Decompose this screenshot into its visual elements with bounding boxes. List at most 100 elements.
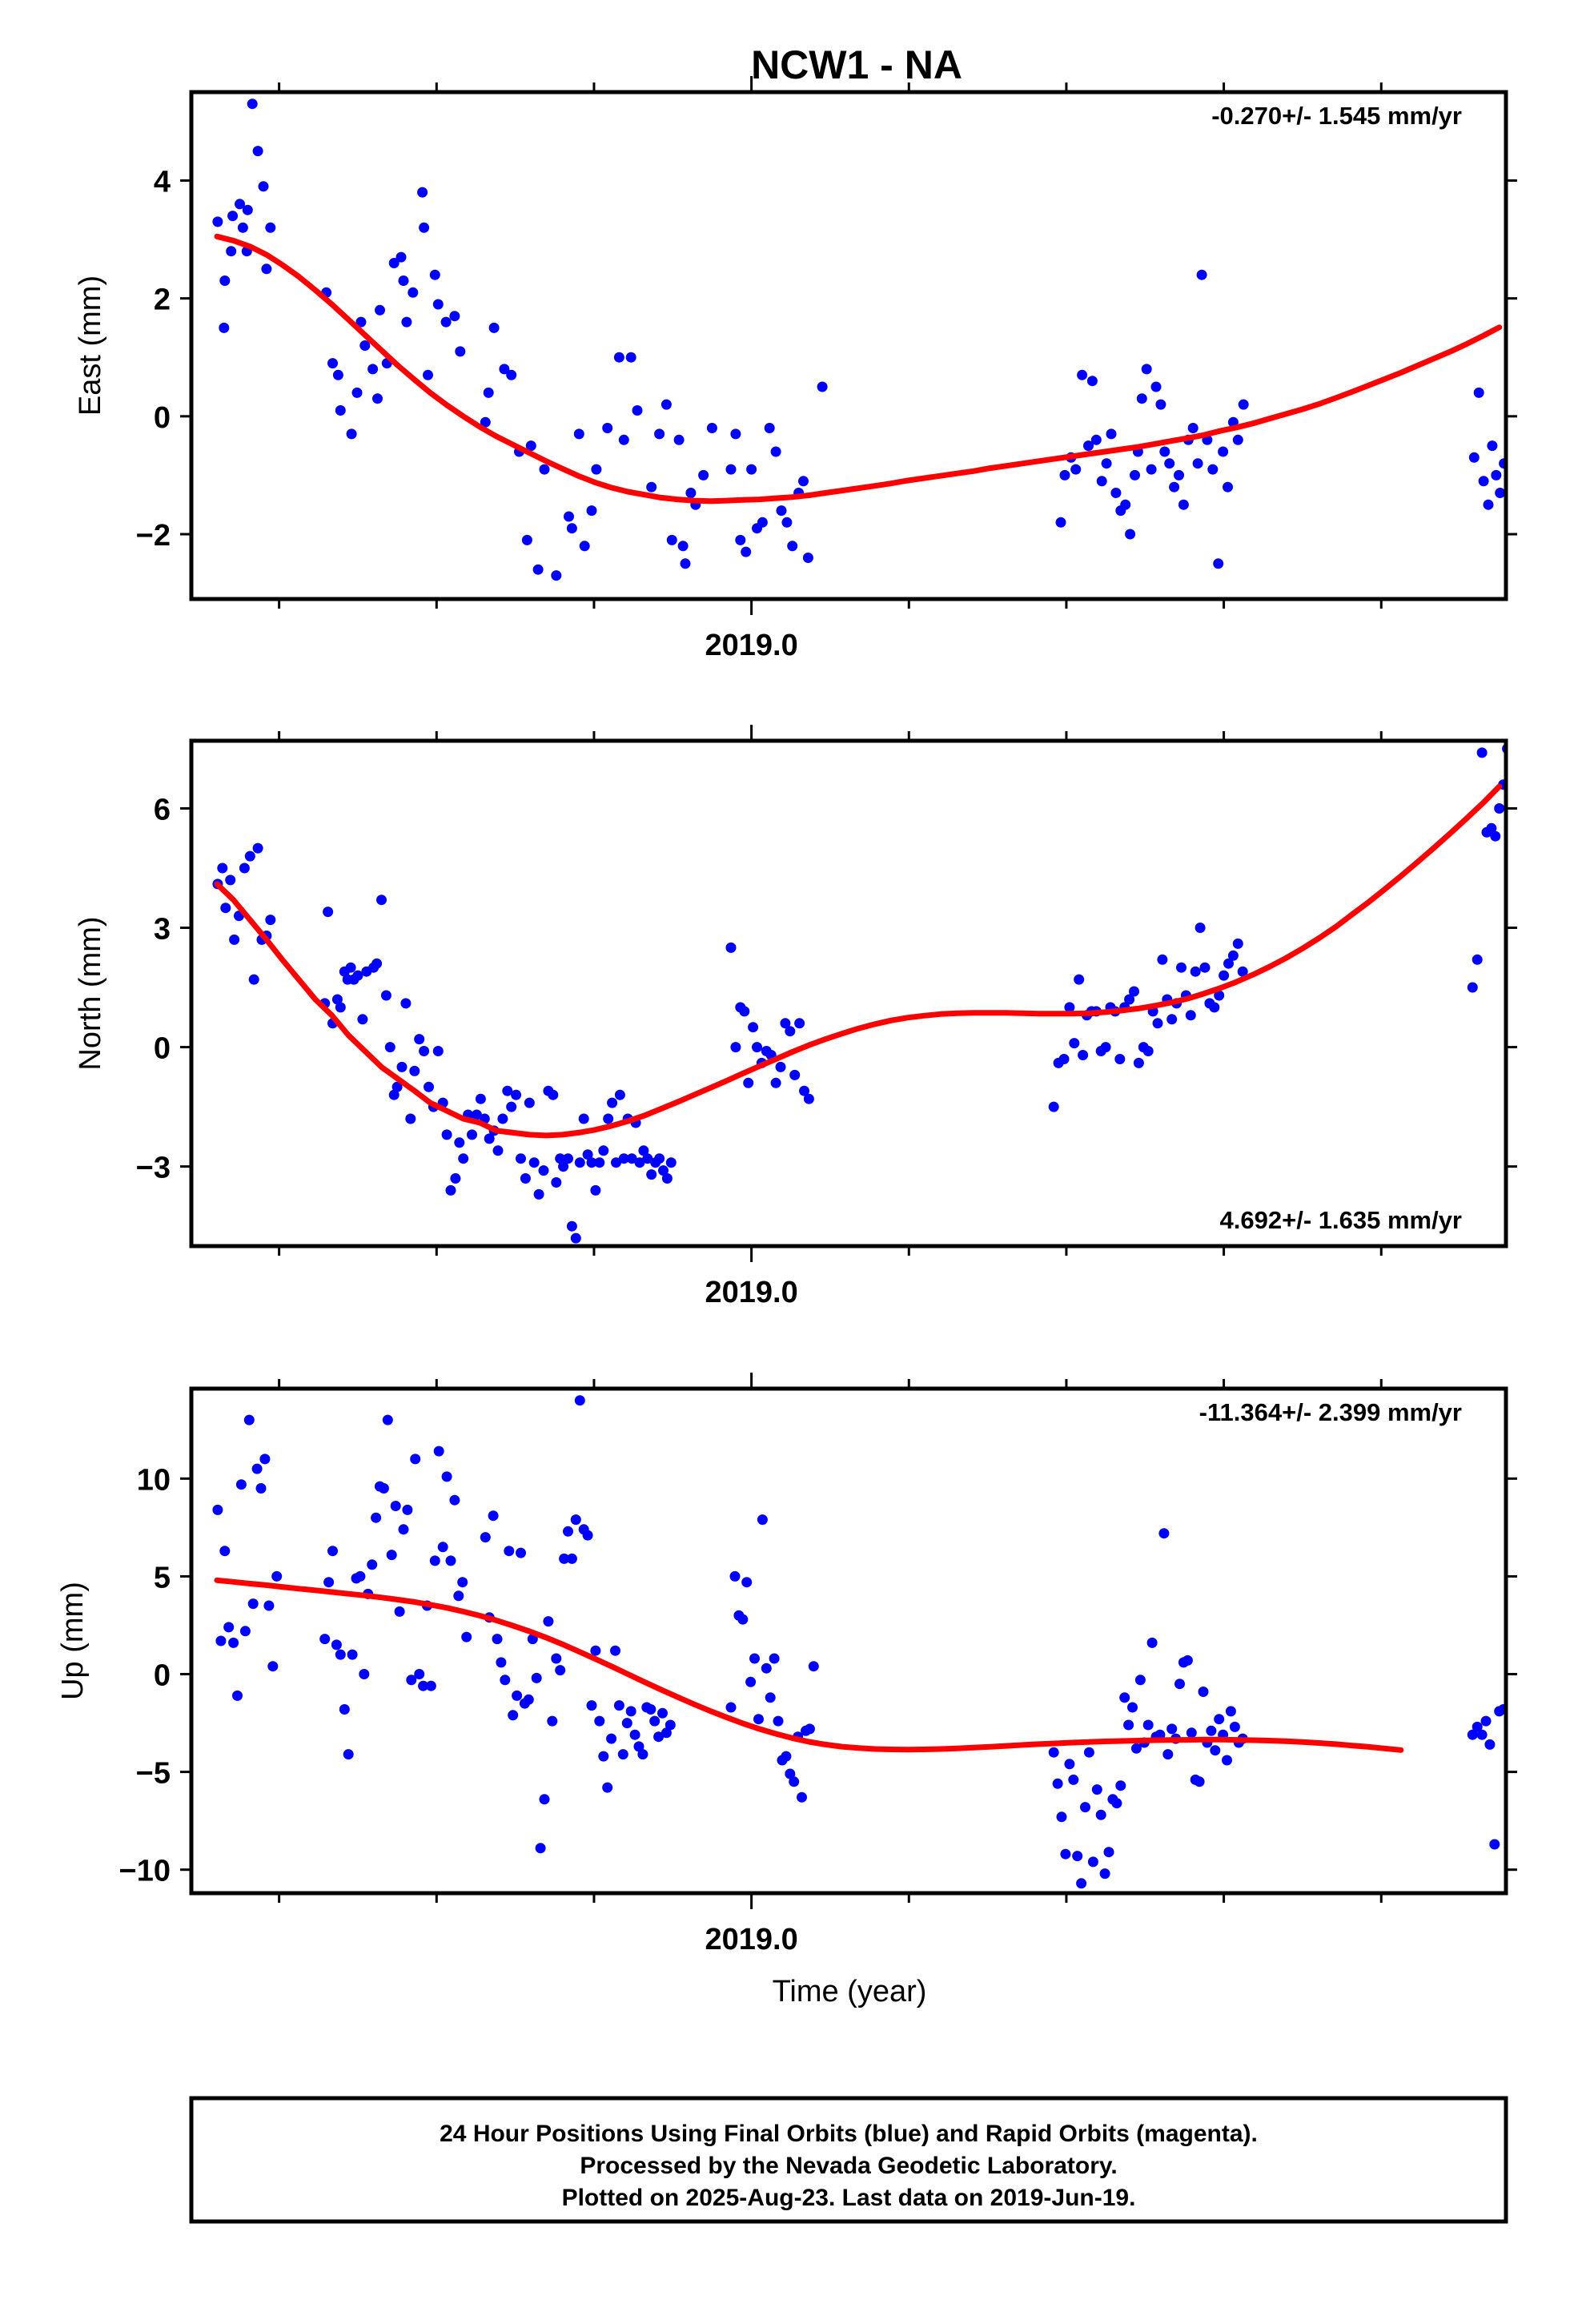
data-point — [423, 369, 433, 380]
data-point — [520, 1173, 531, 1184]
data-point — [335, 405, 346, 416]
data-point — [457, 1577, 468, 1588]
data-point — [802, 553, 813, 563]
data-point — [618, 1153, 629, 1164]
data-point — [1124, 994, 1135, 1005]
data-point — [488, 322, 500, 333]
data-point — [1101, 458, 1112, 469]
data-point — [352, 970, 363, 981]
data-point — [739, 1006, 750, 1017]
data-point — [573, 428, 584, 440]
data-point — [454, 1137, 465, 1148]
data-point — [524, 1097, 535, 1108]
data-point — [603, 1113, 614, 1124]
data-point — [402, 1504, 413, 1515]
data-point — [239, 862, 250, 874]
data-point — [1472, 1721, 1483, 1732]
data-point — [319, 1634, 331, 1645]
data-point — [637, 1749, 648, 1760]
data-point — [417, 187, 428, 198]
data-point — [1055, 517, 1066, 528]
data-point — [1225, 1706, 1236, 1717]
rate-annotation: -0.270+/- 1.545 mm/yr — [1211, 102, 1462, 130]
data-point — [737, 1614, 749, 1625]
data-point — [1127, 1702, 1138, 1713]
data-point — [532, 564, 544, 575]
data-point — [785, 1768, 796, 1779]
data-point — [1072, 1851, 1083, 1862]
data-point — [745, 1676, 757, 1687]
data-point — [1064, 1002, 1075, 1013]
data-point — [419, 1046, 430, 1056]
data-point — [1119, 1692, 1130, 1703]
data-point — [335, 1649, 346, 1660]
data-point — [725, 942, 737, 953]
data-point — [1176, 962, 1186, 973]
data-point — [787, 541, 798, 552]
data-point — [654, 428, 665, 440]
data-point — [450, 1173, 461, 1184]
data-point — [346, 428, 357, 440]
data-point — [654, 1153, 665, 1164]
data-point — [1207, 464, 1219, 475]
data-point — [243, 1414, 255, 1425]
y-tick-label: 2 — [154, 283, 171, 317]
chart-title: NCW1 - NA — [751, 42, 962, 87]
data-point — [533, 1188, 544, 1200]
data-point — [621, 1718, 632, 1729]
data-point — [780, 1018, 791, 1029]
data-point — [551, 570, 562, 581]
data-point — [467, 1129, 477, 1140]
data-point — [367, 364, 379, 375]
data-point — [1058, 1054, 1070, 1064]
data-point — [327, 358, 338, 369]
data-point — [1052, 1778, 1063, 1789]
data-point — [775, 1061, 786, 1072]
data-point — [265, 915, 276, 926]
data-point — [1178, 499, 1189, 510]
data-point — [590, 1645, 601, 1656]
data-point — [1214, 1714, 1225, 1725]
data-point — [1194, 1776, 1205, 1787]
data-point — [614, 1089, 625, 1100]
footer-line-3: Plotted on 2025-Aug-23. Last data on 201… — [562, 2185, 1136, 2211]
data-point — [394, 1606, 405, 1617]
data-point — [327, 1546, 338, 1557]
plot-frame — [189, 1386, 1508, 1896]
data-point — [1091, 1784, 1102, 1795]
data-point — [673, 434, 685, 445]
data-point — [425, 1680, 436, 1691]
data-point — [347, 1649, 358, 1660]
data-point — [375, 304, 385, 316]
data-point — [1483, 499, 1494, 510]
data-point — [261, 263, 272, 275]
data-point — [570, 1514, 581, 1526]
x-tick-label: 2019.0 — [705, 1923, 797, 1956]
plot-frame — [189, 90, 1508, 601]
data-point — [227, 211, 239, 222]
data-point — [499, 364, 510, 375]
data-point — [1190, 966, 1201, 977]
data-point — [1467, 982, 1478, 993]
data-point — [1164, 458, 1175, 469]
data-point — [528, 1157, 540, 1168]
data-point — [1074, 974, 1085, 985]
data-point — [1187, 423, 1199, 433]
data-point — [598, 1751, 609, 1762]
data-point — [441, 1129, 452, 1140]
y-tick-label: 0 — [154, 401, 171, 435]
data-point — [371, 958, 383, 969]
data-point — [1476, 1729, 1488, 1740]
data-point — [803, 1093, 814, 1104]
data-point — [220, 903, 231, 914]
data-point — [1087, 1856, 1098, 1868]
data-point — [229, 934, 240, 945]
data-point — [511, 1089, 522, 1100]
data-point — [1114, 1054, 1126, 1064]
data-point — [582, 1530, 593, 1541]
data-point — [1096, 476, 1107, 487]
y-tick-label: 4 — [154, 165, 171, 199]
data-point — [566, 523, 577, 534]
data-point — [1487, 440, 1498, 452]
data-point — [602, 423, 613, 433]
